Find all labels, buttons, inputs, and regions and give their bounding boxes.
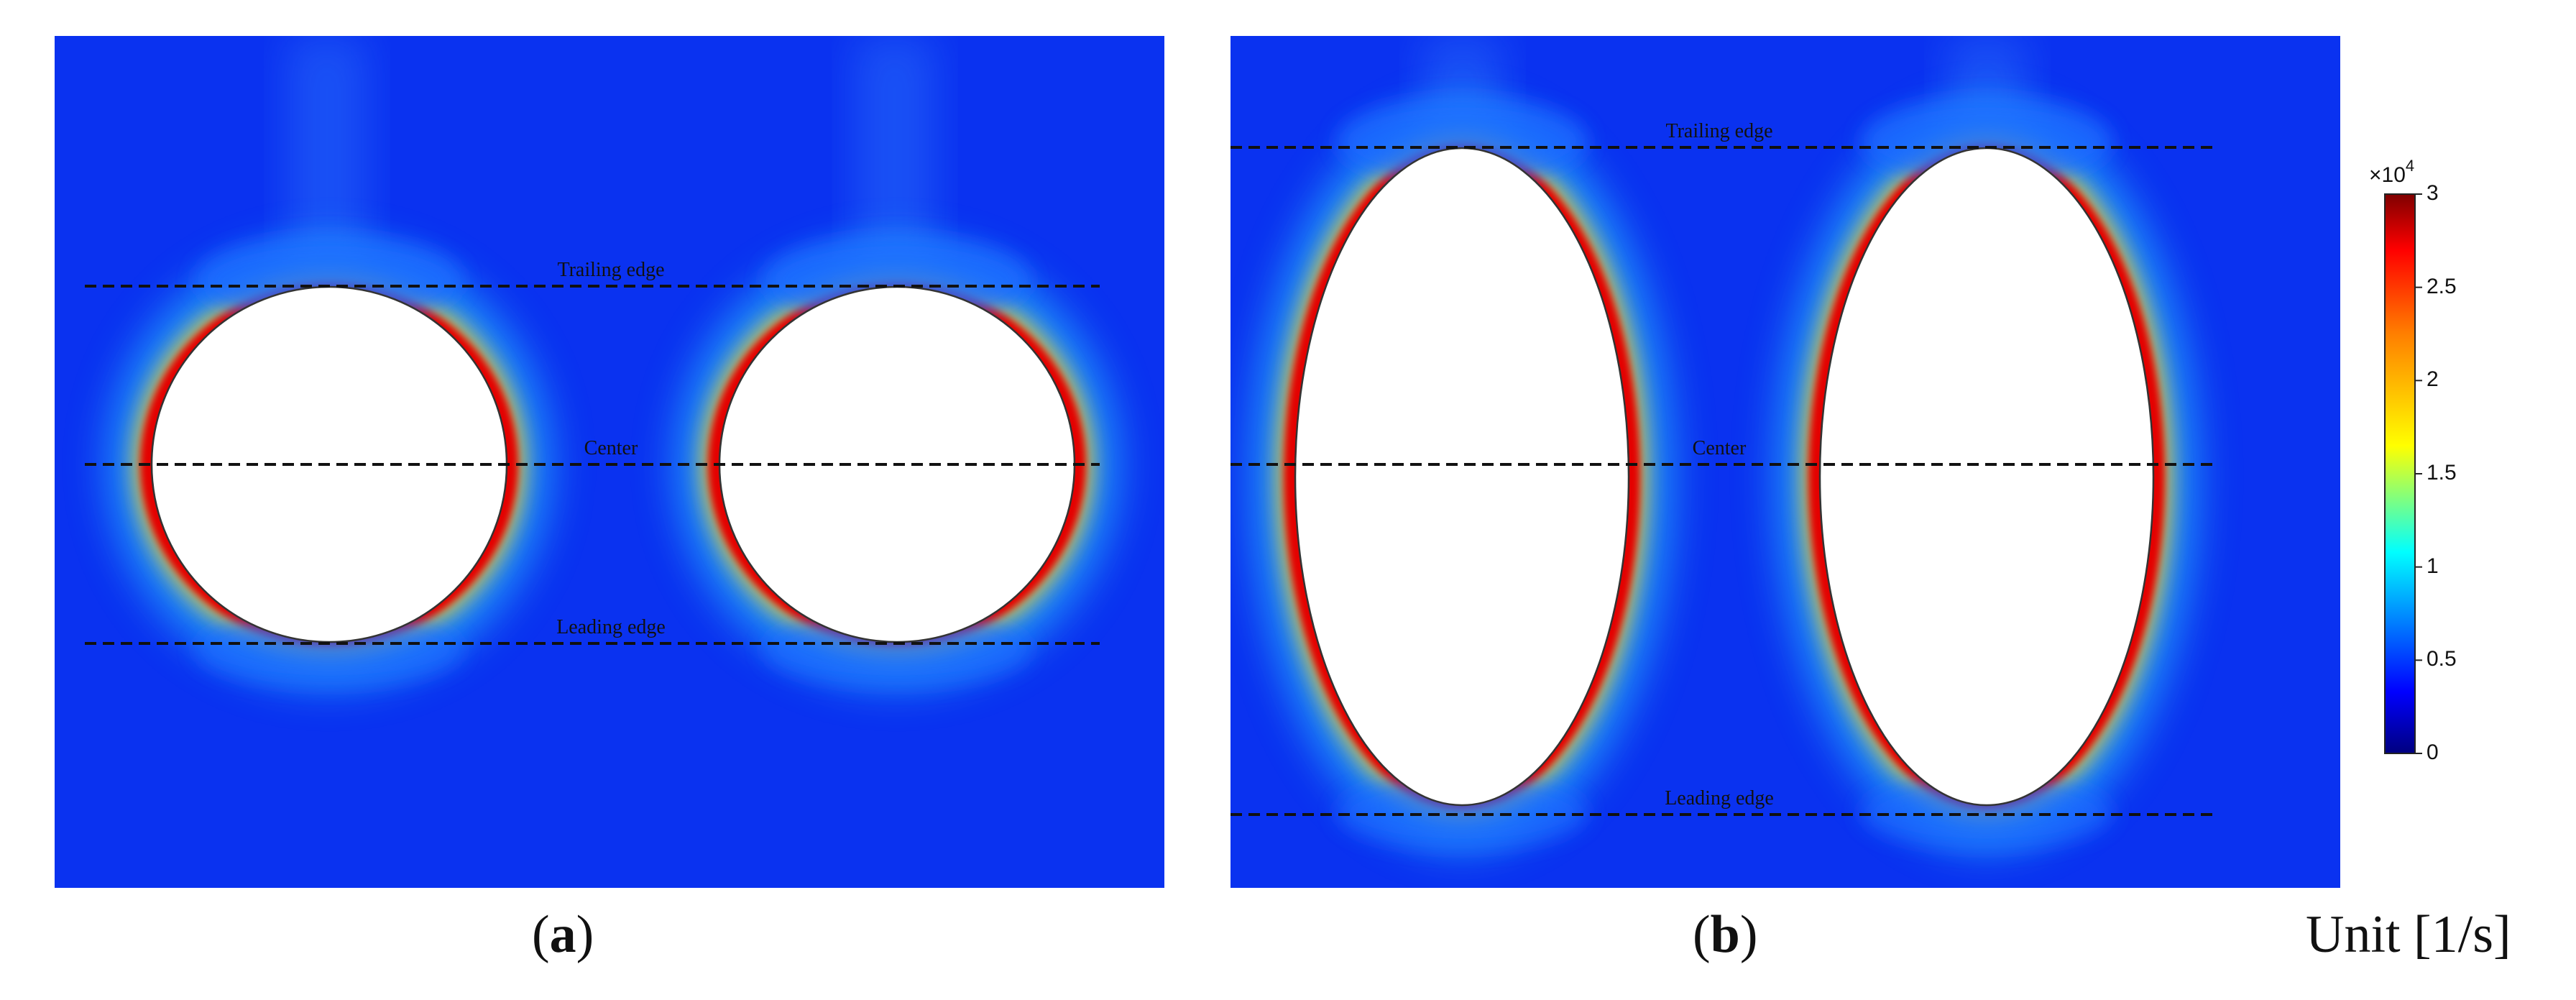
stagnation-zone	[1862, 98, 2112, 184]
guide-line-label: Trailing edge	[557, 259, 664, 281]
guide-line-label: Center	[1693, 437, 1747, 459]
panel-a: Trailing edge Center Leading edge	[55, 36, 1164, 888]
colorbar-exponent: ×104	[2369, 157, 2415, 187]
stagnation-zone	[1862, 776, 2112, 848]
colorbar-tick-label: 2	[2426, 367, 2439, 392]
panel-b: Trailing edge Center Leading edge	[1230, 36, 2340, 888]
unit-label: Unit [1/s]	[2306, 905, 2511, 964]
colorbar-tick-label: 1	[2426, 554, 2439, 578]
guide-line-label: Center	[584, 437, 638, 459]
stagnation-zone	[1337, 98, 1587, 184]
stagnation-zone	[1337, 776, 1587, 848]
colorbar-tick-label: 3	[2426, 181, 2439, 205]
colorbar-tick-label: 2.5	[2426, 274, 2457, 298]
colorbar	[2384, 193, 2422, 754]
guide-line-label: Trailing edge	[1665, 120, 1772, 142]
stagnation-zone	[196, 613, 463, 685]
obstacle-body	[1818, 147, 2155, 807]
guide-line-label: Leading edge	[1665, 787, 1774, 809]
colorbar-tick-label: 1.5	[2426, 461, 2457, 485]
caption-a: (a)	[532, 905, 594, 964]
stagnation-zone	[763, 613, 1031, 685]
caption-b: (b)	[1693, 905, 1758, 964]
guide-line-label: Leading edge	[556, 616, 666, 638]
colorbar-tick-label: 0	[2426, 740, 2439, 764]
colorbar-gradient	[2384, 193, 2416, 754]
obstacle-ellipse	[1252, 98, 1672, 848]
obstacle-body	[1294, 147, 1630, 807]
obstacle-ellipse	[1777, 98, 2196, 848]
colorbar-tick-label: 0.5	[2426, 647, 2457, 671]
